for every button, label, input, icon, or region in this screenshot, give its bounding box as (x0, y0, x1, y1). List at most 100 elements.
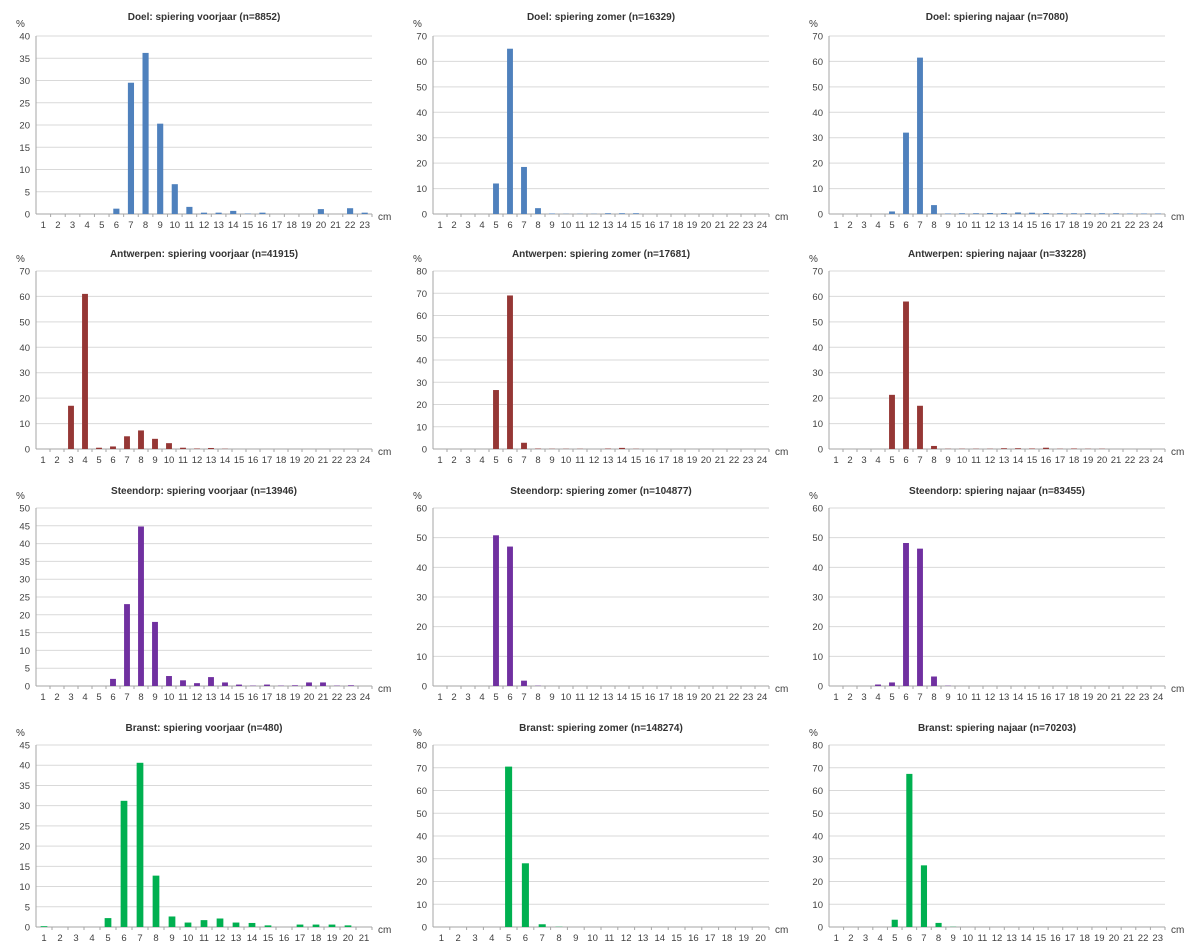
bar (110, 678, 116, 686)
x-tick-label: 24 (1153, 692, 1164, 703)
bar (507, 546, 513, 686)
x-tick-label: 6 (903, 455, 908, 466)
bar (1141, 213, 1147, 214)
x-tick-label: 23 (1152, 933, 1163, 944)
x-tick-label: 1 (833, 455, 838, 466)
x-tick-label: 9 (945, 220, 950, 231)
x-tick-label: 5 (506, 933, 511, 944)
y-axis-unit: % (16, 254, 25, 265)
x-axis-unit: cm (1171, 447, 1184, 458)
x-tick-label: 7 (917, 220, 922, 231)
bar-chart: Steendorp: spiering zomer (n=104877)% 0 10… (413, 486, 788, 703)
x-tick-label: 23 (346, 692, 357, 703)
bar (96, 447, 102, 449)
x-tick-label: 15 (1027, 220, 1038, 231)
x-tick-label: 15 (1027, 692, 1038, 703)
x-tick-label: 13 (603, 220, 614, 231)
x-tick-label: 21 (318, 692, 329, 703)
y-tick-label: 60 (812, 292, 823, 303)
x-tick-label: 13 (206, 692, 217, 703)
bar (945, 213, 951, 214)
x-tick-label: 19 (327, 933, 338, 944)
y-tick-label: 25 (19, 593, 30, 604)
x-tick-label: 22 (729, 220, 740, 231)
x-axis-unit: cm (378, 925, 391, 936)
x-tick-label: 11 (977, 933, 987, 944)
bar (535, 208, 541, 214)
x-tick-label: 23 (743, 220, 754, 231)
x-tick-label: 4 (877, 933, 882, 944)
x-tick-label: 9 (549, 455, 554, 466)
x-tick-label: 11 (199, 933, 209, 944)
y-tick-label: 50 (416, 333, 427, 344)
x-tick-label: 22 (332, 692, 343, 703)
x-tick-label: 23 (1139, 692, 1150, 703)
x-tick-label: 11 (178, 455, 188, 466)
x-tick-label: 3 (465, 692, 470, 703)
y-tick-label: 25 (19, 821, 30, 832)
x-tick-label: 15 (631, 220, 642, 231)
bar (889, 394, 895, 449)
x-tick-label: 4 (875, 692, 880, 703)
x-tick-label: 21 (359, 933, 370, 944)
x-tick-label: 15 (234, 692, 245, 703)
y-axis-unit: % (16, 19, 25, 30)
x-tick-label: 17 (659, 220, 670, 231)
y-tick-label: 20 (812, 622, 823, 633)
bar-chart: Antwerpen: spiering zomer (n=17681)% 0 10 2… (413, 249, 788, 466)
x-tick-label: 3 (68, 455, 73, 466)
x-tick-label: 6 (507, 455, 512, 466)
x-tick-label: 20 (1097, 220, 1108, 231)
x-tick-label: 4 (82, 455, 87, 466)
x-tick-label: 21 (715, 455, 726, 466)
x-tick-label: 11 (971, 220, 981, 231)
bar-chart: Steendorp: spiering voorjaar (n=13946)% 0… (16, 486, 391, 703)
bar (507, 48, 513, 214)
x-tick-label: 17 (659, 455, 670, 466)
x-tick-label: 20 (701, 220, 712, 231)
y-tick-label: 30 (812, 133, 823, 144)
x-tick-label: 16 (1041, 692, 1052, 703)
x-tick-label: 20 (755, 933, 766, 944)
x-tick-label: 15 (243, 220, 254, 231)
y-tick-label: 50 (19, 504, 30, 515)
x-tick-label: 1 (40, 692, 45, 703)
y-tick-label: 0 (422, 445, 427, 456)
bar (521, 442, 527, 449)
x-tick-label: 8 (138, 692, 143, 703)
bar (1071, 213, 1077, 214)
y-tick-label: 30 (416, 133, 427, 144)
chart-panel: Steendorp: spiering voorjaar (n=13946)% 0… (0, 474, 396, 711)
bar (920, 865, 928, 927)
x-tick-label: 14 (655, 933, 666, 944)
bar (903, 543, 909, 686)
bar (259, 212, 266, 214)
x-tick-label: 4 (875, 220, 880, 231)
x-tick-label: 4 (89, 933, 94, 944)
bar (236, 684, 242, 686)
chart-panel: Branst: spiering najaar (n=70203)% 0 10 20 3… (793, 711, 1189, 948)
x-tick-label: 10 (169, 220, 180, 231)
bar (493, 183, 499, 214)
x-tick-label: 3 (73, 933, 78, 944)
y-tick-label: 40 (19, 32, 30, 43)
bar (903, 132, 909, 214)
x-tick-label: 1 (833, 220, 838, 231)
chart-title: Branst: spiering voorjaar (n=480) (126, 723, 283, 734)
y-tick-label: 10 (19, 646, 30, 657)
y-tick-label: 15 (19, 143, 30, 154)
x-tick-label: 19 (1083, 692, 1094, 703)
x-tick-label: 1 (41, 933, 46, 944)
x-tick-label: 7 (124, 692, 129, 703)
x-tick-label: 14 (247, 933, 258, 944)
x-tick-label: 19 (687, 455, 698, 466)
x-tick-label: 3 (863, 933, 868, 944)
y-tick-label: 60 (812, 57, 823, 68)
x-tick-label: 3 (861, 455, 866, 466)
x-tick-label: 13 (603, 692, 614, 703)
x-tick-label: 6 (903, 692, 908, 703)
x-tick-label: 8 (153, 933, 158, 944)
x-tick-label: 18 (1079, 933, 1090, 944)
x-axis-unit: cm (378, 684, 391, 695)
x-tick-label: 7 (521, 692, 526, 703)
